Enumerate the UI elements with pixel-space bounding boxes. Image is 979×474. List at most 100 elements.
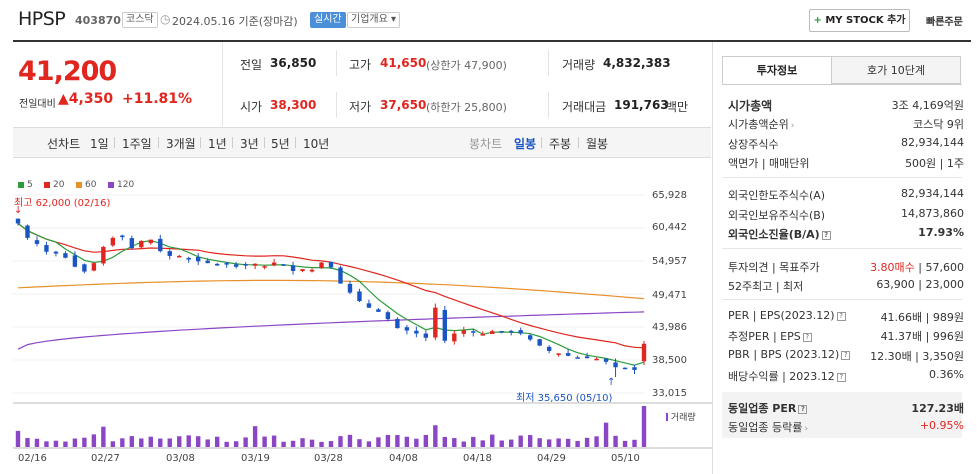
y-tick: 43,986 xyxy=(652,322,687,333)
volume-bar xyxy=(556,438,561,447)
trade-value-unit: 백만 xyxy=(666,100,689,114)
per-label: PER | EPS(2023.12)? xyxy=(728,309,846,322)
help-icon[interactable]: ? xyxy=(802,333,812,342)
down-arrow-icon: ↓ xyxy=(14,205,23,216)
high-label: 고가 xyxy=(349,58,372,72)
company-info-dropdown[interactable]: 기업개요 ▾ xyxy=(347,12,400,28)
volume-bar xyxy=(252,426,258,447)
volume-bar xyxy=(15,430,21,447)
industry-per-label: 동일업종 PER? xyxy=(728,400,808,416)
separator xyxy=(295,137,296,148)
volume-axis-label: 거래량 xyxy=(666,410,696,423)
candle-body xyxy=(461,330,466,334)
help-icon[interactable]: ? xyxy=(841,351,851,360)
candle-body xyxy=(120,235,125,238)
divider xyxy=(548,92,549,118)
tab-order-book[interactable]: 호가 10단계 xyxy=(831,56,961,84)
candle-body xyxy=(196,257,201,262)
volume-bar xyxy=(338,436,343,447)
industry-rate-value: +0.95% xyxy=(919,419,964,432)
candle-body xyxy=(404,327,410,331)
y-tick: 33,015 xyxy=(652,388,687,399)
volume-bar xyxy=(527,435,533,447)
volume-bar xyxy=(537,438,542,447)
industry-box xyxy=(722,392,962,438)
period-1d[interactable]: 1일 xyxy=(90,137,109,151)
industry-rate-label[interactable]: 동일업종 등락률 › xyxy=(728,419,808,435)
legend-ma5: 5 xyxy=(18,180,33,190)
shares-label: 상장주식수 xyxy=(728,138,779,151)
price-chart[interactable] xyxy=(0,160,712,474)
realtime-button[interactable]: 실시간 xyxy=(310,12,346,28)
candle-body xyxy=(91,263,97,271)
clock-icon: ◷ xyxy=(160,12,171,26)
cap-rank-label[interactable]: 시가총액순위 › xyxy=(728,116,794,132)
candle-body xyxy=(518,330,523,334)
volume-bar xyxy=(309,439,315,447)
period-1w[interactable]: 1주일 xyxy=(122,137,152,151)
volume-bar xyxy=(148,436,153,447)
candle-weekly[interactable]: 주봉 xyxy=(549,137,572,151)
candle-body xyxy=(252,263,258,266)
separator xyxy=(158,137,159,148)
candle-body xyxy=(423,333,429,338)
help-icon[interactable]: ? xyxy=(836,373,846,382)
period-5y[interactable]: 5년 xyxy=(271,137,290,151)
open-value: 38,300 xyxy=(270,98,317,112)
my-stock-label: MY STOCK 추가 xyxy=(825,15,906,26)
volume-bar xyxy=(603,422,609,447)
volume-bar xyxy=(319,441,324,447)
quick-order-button[interactable]: 빠른주문 xyxy=(926,17,963,28)
candle-body xyxy=(594,358,599,361)
candle-body xyxy=(224,263,229,265)
candle-body xyxy=(129,238,135,249)
period-3m[interactable]: 3개월 xyxy=(166,137,196,151)
volume-bar xyxy=(395,435,400,447)
foreign-hold-value: 14,873,860 xyxy=(901,207,964,220)
legend-ma60: 60 xyxy=(76,180,96,190)
legend-label: 60 xyxy=(85,180,97,190)
help-icon[interactable]: ? xyxy=(798,405,808,414)
separator xyxy=(578,137,579,148)
tab-invest-info[interactable]: 투자정보 xyxy=(722,56,832,84)
separator xyxy=(264,137,265,148)
foreign-hold-label: 외국인보유주식수(B) xyxy=(728,209,826,222)
legend-swatch xyxy=(44,182,50,188)
up-triangle-icon: ▲ xyxy=(58,91,69,107)
volume-bar xyxy=(357,439,362,447)
period-3y[interactable]: 3년 xyxy=(240,137,259,151)
volume-bar xyxy=(490,434,495,447)
line-chart-label[interactable]: 선차트 xyxy=(47,137,81,151)
separator xyxy=(232,137,233,148)
period-10y[interactable]: 10년 xyxy=(303,137,330,151)
separator xyxy=(200,137,201,148)
foreign-ratio-label: 외국인소진율(B/A)? xyxy=(728,226,831,242)
upper-limit: (상한가 47,900) xyxy=(426,59,507,72)
opinion-rating: 3.80매수 xyxy=(870,261,915,274)
volume-bar xyxy=(461,441,466,447)
target-price: 57,600 xyxy=(925,261,965,274)
chevron-right-icon: › xyxy=(804,424,808,434)
foreign-ratio-value: 17.93% xyxy=(918,226,964,239)
candle-chart-label[interactable]: 봉차트 xyxy=(469,137,503,151)
candle-body xyxy=(556,353,561,355)
candle-body xyxy=(471,331,476,333)
help-icon[interactable]: ? xyxy=(821,231,831,240)
my-stock-add-button[interactable]: + MY STOCK 추가 xyxy=(809,9,910,32)
volume-label: 거래량 xyxy=(562,58,596,72)
volume-bar xyxy=(414,438,419,447)
ma60-line xyxy=(17,279,645,300)
volume-bar xyxy=(34,438,40,447)
candle-daily[interactable]: 일봉 xyxy=(514,137,537,151)
legend-swatch xyxy=(76,182,82,188)
help-icon[interactable]: ? xyxy=(836,312,846,321)
volume-bar xyxy=(243,437,248,447)
candle-body xyxy=(281,264,286,266)
candle-monthly[interactable]: 월봉 xyxy=(586,137,609,151)
y-tick: 65,928 xyxy=(652,190,687,201)
separator xyxy=(114,137,115,148)
candle-body xyxy=(243,264,248,266)
change-amount: ▲4,350 xyxy=(58,91,113,107)
period-1y[interactable]: 1년 xyxy=(208,137,227,151)
y-tick: 54,957 xyxy=(652,256,687,267)
